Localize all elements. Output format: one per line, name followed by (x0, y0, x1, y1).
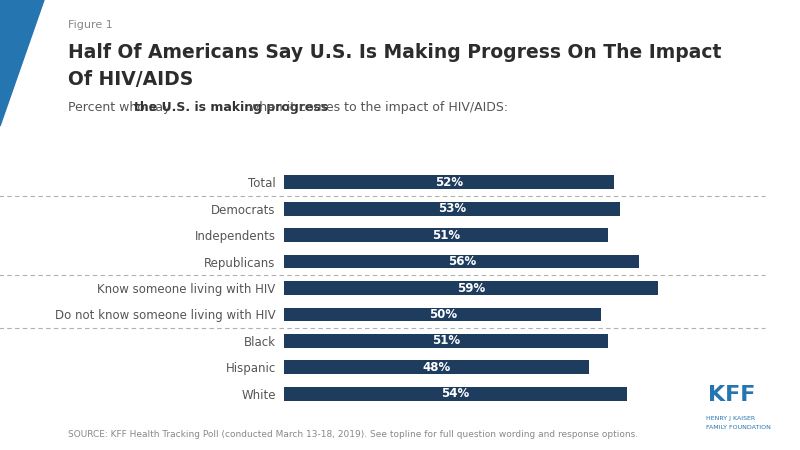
Bar (284, 228, 608, 242)
Text: 56%: 56% (447, 255, 476, 268)
Text: KFF: KFF (708, 385, 755, 405)
Text: 52%: 52% (435, 176, 463, 189)
Bar (284, 387, 626, 400)
Bar (284, 334, 608, 348)
Text: 53%: 53% (438, 202, 466, 215)
Text: 50%: 50% (429, 308, 457, 321)
Bar (284, 307, 602, 321)
Text: 51%: 51% (432, 229, 460, 242)
Polygon shape (0, 0, 44, 126)
Bar (284, 176, 614, 189)
Text: HENRY J KAISER: HENRY J KAISER (706, 416, 754, 421)
Text: the U.S. is making progress: the U.S. is making progress (134, 101, 328, 114)
Text: 51%: 51% (432, 334, 460, 347)
Text: Half Of Americans Say U.S. Is Making Progress On The Impact: Half Of Americans Say U.S. Is Making Pro… (68, 43, 722, 62)
Text: Figure 1: Figure 1 (68, 20, 113, 30)
Text: Of HIV/AIDS: Of HIV/AIDS (68, 70, 194, 89)
Text: 48%: 48% (422, 361, 450, 374)
Text: SOURCE: KFF Health Tracking Poll (conducted March 13-18, 2019). See topline for : SOURCE: KFF Health Tracking Poll (conduc… (68, 430, 638, 439)
Bar (284, 202, 620, 216)
Text: 59%: 59% (457, 282, 486, 294)
Text: when it comes to the impact of HIV/AIDS:: when it comes to the impact of HIV/AIDS: (245, 101, 508, 114)
Bar (284, 360, 589, 374)
Text: Percent who say: Percent who say (68, 101, 174, 114)
Bar (284, 281, 658, 295)
Text: FAMILY FOUNDATION: FAMILY FOUNDATION (706, 425, 770, 430)
Text: 54%: 54% (442, 387, 470, 400)
Bar (284, 255, 639, 269)
